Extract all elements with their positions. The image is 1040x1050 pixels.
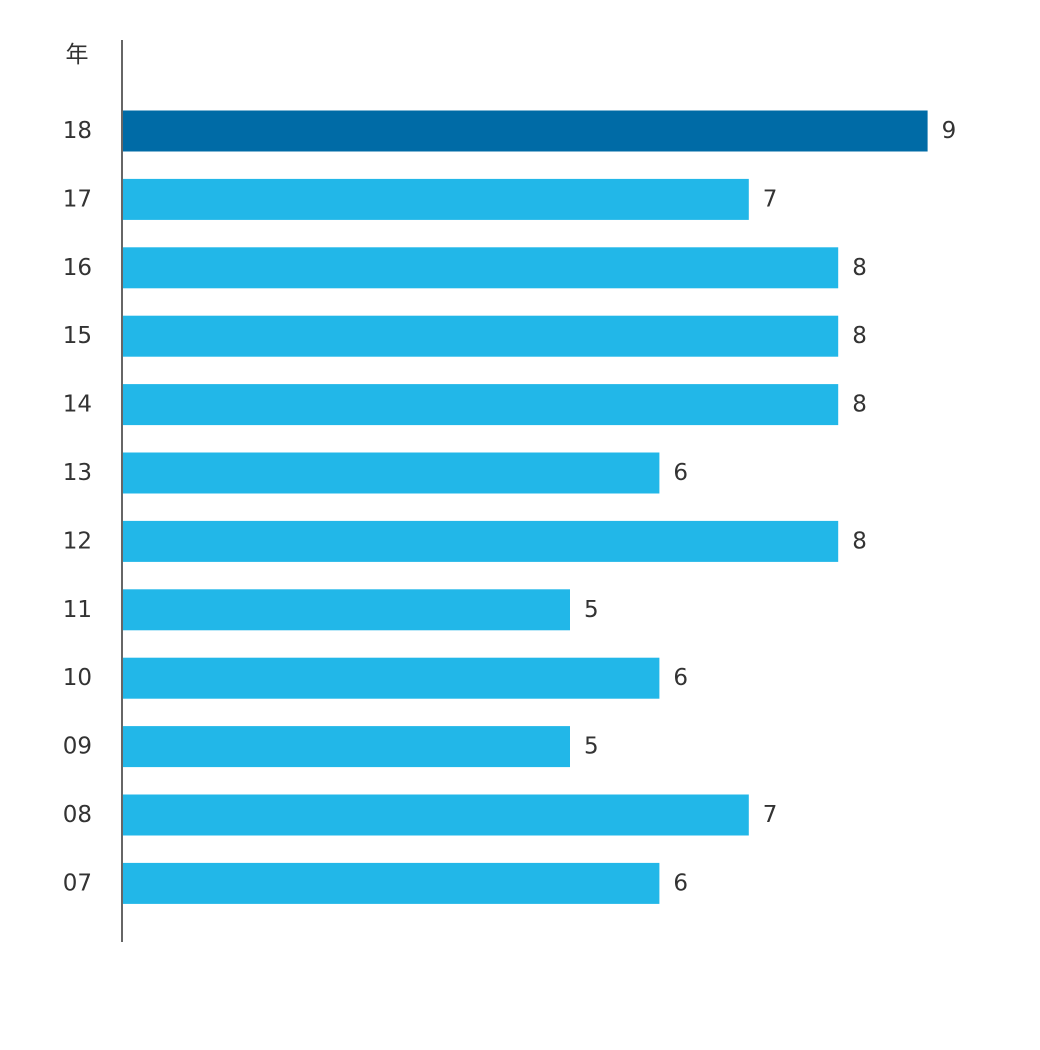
value-label-09: 5 [584,734,599,760]
bar-16 [123,247,839,289]
value-label-18: 9 [942,118,957,144]
value-label-10: 6 [673,665,688,691]
value-label-15: 8 [852,323,867,349]
value-label-14: 8 [852,392,867,418]
bar-08 [123,794,749,836]
bar-11 [123,589,570,631]
tick-label-08: 08 [63,802,92,828]
bar-10 [123,657,660,699]
value-label-16: 8 [852,255,867,281]
tick-label-16: 16 [63,255,92,281]
bar-07 [123,862,660,904]
tick-label-15: 15 [63,323,92,349]
bar-13 [123,452,660,494]
tick-label-12: 12 [63,528,92,554]
value-label-12: 8 [852,528,867,554]
tick-label-10: 10 [63,665,92,691]
tick-label-14: 14 [63,392,92,418]
bars-group: 18 9 17 7 16 8 15 8 14 8 13 6 12 8 11 5 10 6 09 5 08 7 07 6 [63,110,957,904]
bar-18 [123,110,928,152]
tick-label-09: 09 [63,734,92,760]
bar-12 [123,520,839,562]
y-axis-title: 年 [66,42,89,68]
bar-15 [123,315,839,357]
value-label-11: 5 [584,597,599,623]
bar-14 [123,384,839,426]
bar-17 [123,178,749,220]
tick-label-17: 17 [63,186,92,212]
value-label-13: 6 [673,460,688,486]
tick-label-18: 18 [63,118,92,144]
value-label-17: 7 [763,186,778,212]
bar-09 [123,726,570,768]
value-label-07: 6 [673,870,688,896]
tick-label-13: 13 [63,460,92,486]
value-label-08: 7 [763,802,778,828]
tick-label-11: 11 [63,597,92,623]
tick-label-07: 07 [63,870,92,896]
